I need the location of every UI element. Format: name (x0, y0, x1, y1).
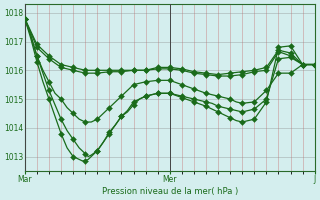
X-axis label: Pression niveau de la mer( hPa ): Pression niveau de la mer( hPa ) (102, 187, 238, 196)
